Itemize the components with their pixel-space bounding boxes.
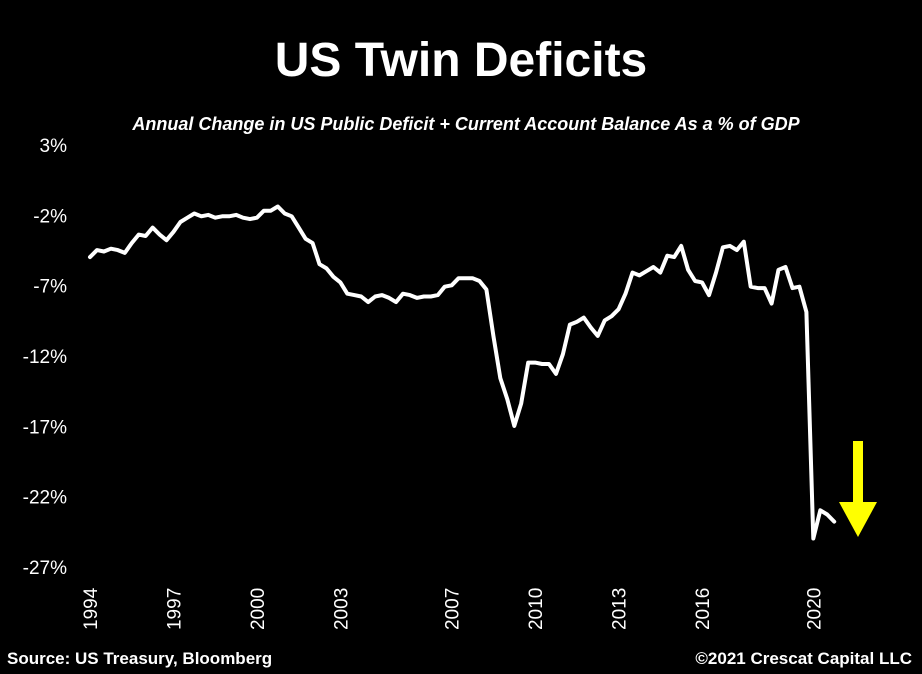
x-tick-label: 1994 — [81, 587, 102, 630]
series-line — [88, 204, 837, 541]
y-tick-label: -12% — [23, 347, 67, 368]
x-tick-label: 1997 — [164, 588, 185, 630]
chart-subtitle: Annual Change in US Public Deficit + Cur… — [131, 114, 800, 134]
x-tick-label: 2016 — [693, 588, 714, 630]
x-axis-tick-labels: 1994 1997 2000 2003 2007 2010 2013 2016 2020 — [81, 587, 825, 630]
y-tick-label: -17% — [23, 417, 67, 438]
chart-title: US Twin Deficits — [275, 34, 648, 87]
y-tick-label: 3% — [40, 136, 68, 157]
copyright-note: ©2021 Crescat Capital LLC — [695, 649, 912, 668]
source-note: Source: US Treasury, Bloomberg — [7, 649, 272, 668]
series-layer — [88, 204, 837, 541]
x-tick-label: 2000 — [248, 588, 269, 630]
annotation-layer — [839, 441, 877, 537]
y-tick-label: -7% — [33, 277, 67, 298]
y-axis-tick-labels: 3% -2% -7% -12% -17% -22% -27% — [23, 136, 67, 579]
y-tick-label: -2% — [33, 206, 67, 227]
x-tick-label: 2003 — [331, 588, 352, 630]
x-tick-label: 2013 — [610, 588, 631, 630]
y-tick-label: -22% — [23, 488, 67, 509]
y-tick-label: -27% — [23, 558, 67, 579]
x-tick-label: 2020 — [804, 588, 825, 630]
x-tick-label: 2010 — [526, 588, 547, 630]
down-arrow-icon — [839, 441, 877, 537]
x-tick-label: 2007 — [443, 588, 464, 630]
